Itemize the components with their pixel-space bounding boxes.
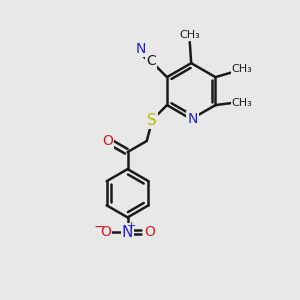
Text: O: O — [145, 225, 155, 239]
Text: N: N — [135, 42, 146, 56]
Text: N: N — [187, 112, 198, 126]
Text: CH₃: CH₃ — [179, 31, 200, 40]
Text: C: C — [146, 54, 156, 68]
Text: CH₃: CH₃ — [232, 64, 252, 74]
Text: +: + — [127, 221, 136, 231]
Text: N: N — [122, 225, 133, 240]
Text: −: − — [94, 220, 105, 234]
Text: O: O — [100, 225, 111, 239]
Text: CH₃: CH₃ — [232, 98, 252, 108]
Text: S: S — [147, 113, 157, 128]
Text: O: O — [102, 134, 113, 148]
